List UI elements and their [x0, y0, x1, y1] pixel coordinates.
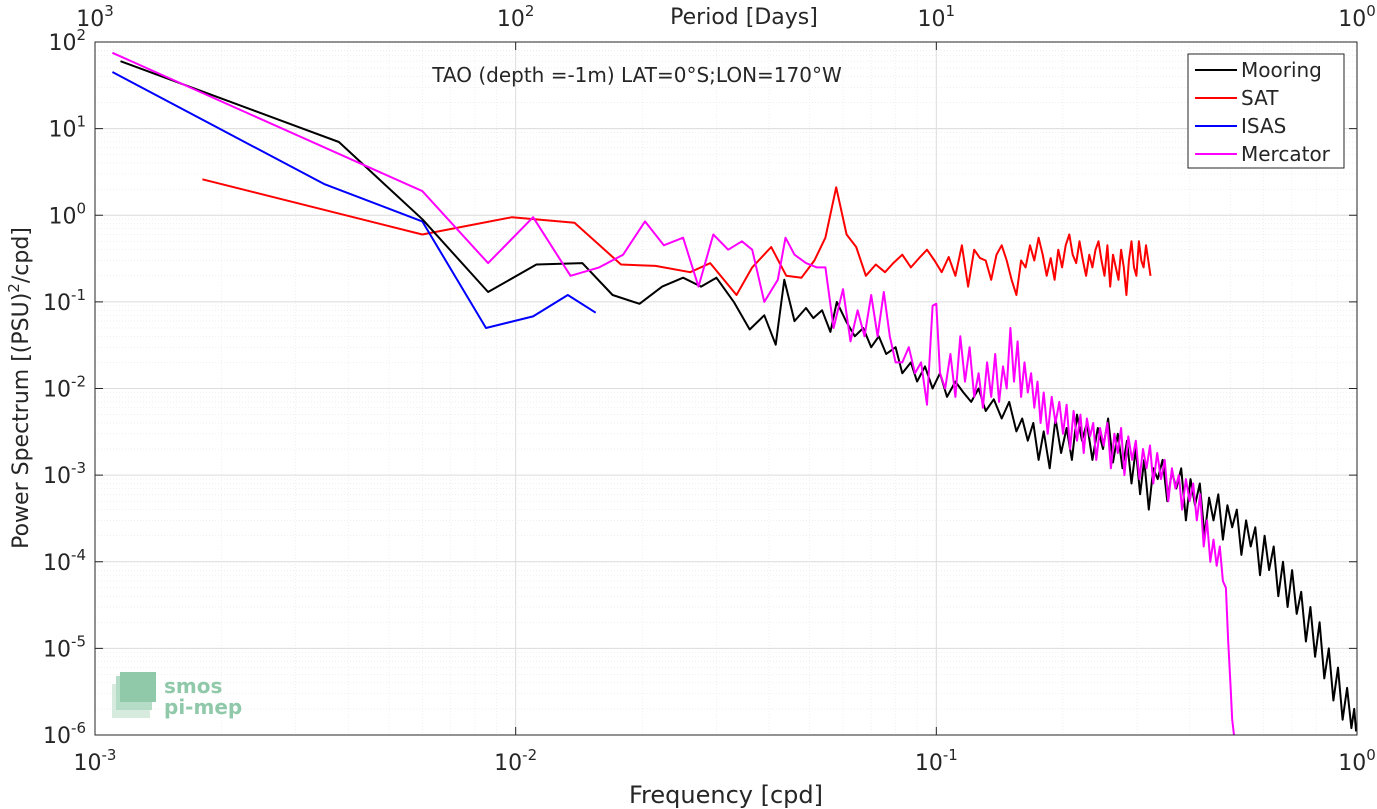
series-line-sat: [202, 178, 1152, 296]
legend: Mooring SAT ISAS Mercator: [1187, 53, 1345, 169]
legend-label-mercator: Mercator: [1241, 142, 1331, 166]
tick-labels: 10-3 10-2 10-1 100 10-6 10-5 10-4 10-3 10-2 10-1 1…: [43, 2, 1376, 776]
x-tick-label: 10-2: [494, 746, 537, 776]
logo-text-pi-mep: pi-mep: [164, 695, 242, 719]
x-axis-label: Frequency [cpd]: [629, 781, 823, 809]
y-axis-label: Power Spectrum [(PSU)2/cpd]: [5, 227, 34, 549]
axis-ticks: [94, 41, 1358, 736]
top-tick-label: 102: [497, 2, 535, 32]
x-tick-label: 10-1: [915, 746, 958, 776]
legend-label-sat: SAT: [1241, 86, 1279, 110]
y-tick-label: 10-3: [43, 459, 86, 489]
top-axis-label: Period [Days]: [670, 5, 818, 30]
top-tick-label: 103: [76, 2, 114, 32]
logo-text-smos: smos: [164, 674, 222, 698]
y-axis-label-unit: /cpd]: [9, 227, 34, 283]
legend-box: [1187, 53, 1345, 169]
y-tick-label: 10-6: [43, 719, 86, 749]
top-tick-label: 101: [918, 2, 956, 32]
x-tick-label: 100: [1338, 746, 1376, 776]
smos-logo: smos pi-mep: [112, 672, 242, 719]
legend-label-isas: ISAS: [1241, 114, 1286, 138]
y-axis-label-main: Power Spectrum [(PSU): [9, 293, 34, 549]
y-tick-label: 101: [48, 113, 86, 143]
x-tick-label: 10-3: [74, 746, 117, 776]
series-layer: [111, 51, 1357, 735]
series-line-mercator: [111, 51, 1235, 735]
y-tick-label: 10-2: [43, 373, 86, 403]
series-line-isas: [111, 71, 597, 329]
y-tick-label: 10-5: [43, 632, 86, 662]
series-line-mooring: [120, 60, 1357, 732]
chart-title: TAO (depth =-1m) LAT=0°S;LON=170°W: [431, 63, 842, 87]
y-tick-label: 102: [48, 26, 86, 56]
y-tick-label: 10-1: [43, 286, 86, 316]
y-axis-label-exponent: 2: [5, 283, 23, 293]
legend-label-mooring: Mooring: [1241, 58, 1322, 82]
y-tick-label: 10-4: [43, 546, 86, 576]
y-tick-label: 100: [48, 199, 86, 229]
top-tick-label: 100: [1338, 2, 1376, 32]
logo-block-front: [120, 672, 156, 702]
